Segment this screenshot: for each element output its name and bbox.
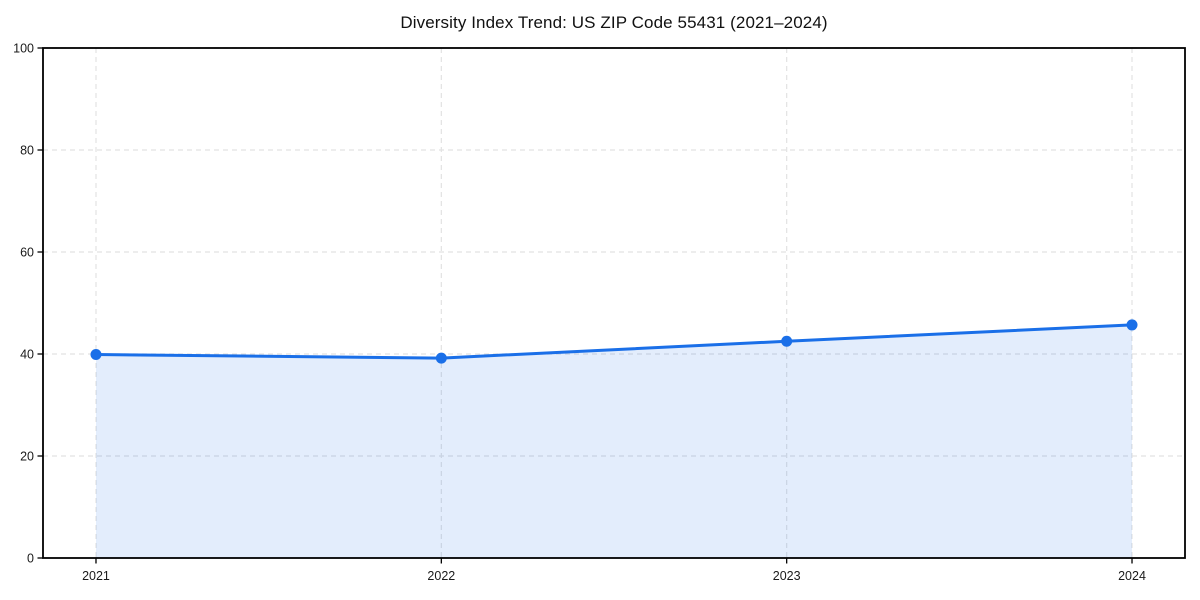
data-point-2024 (1126, 319, 1138, 331)
area-fill (95, 324, 1133, 558)
plot-border (42, 47, 1186, 559)
y-tick-label: 40 (20, 347, 34, 361)
y-tick-label: 100 (13, 41, 34, 55)
trend-line (94, 323, 1134, 360)
x-tick-label: 2022 (427, 569, 455, 583)
chart-title: Diversity Index Trend: US ZIP Code 55431… (400, 13, 828, 32)
y-tick-label: 60 (20, 245, 34, 259)
x-tick-label: 2023 (773, 569, 801, 583)
data-point-2021 (90, 349, 102, 361)
x-tick-label: 2024 (1118, 569, 1146, 583)
y-tick-label: 0 (27, 551, 34, 565)
x-tick-label: 2021 (82, 569, 110, 583)
y-tick-label: 80 (20, 143, 34, 157)
data-point-2023 (781, 335, 793, 347)
data-point-2022 (435, 352, 447, 364)
y-tick-label: 20 (20, 449, 34, 463)
